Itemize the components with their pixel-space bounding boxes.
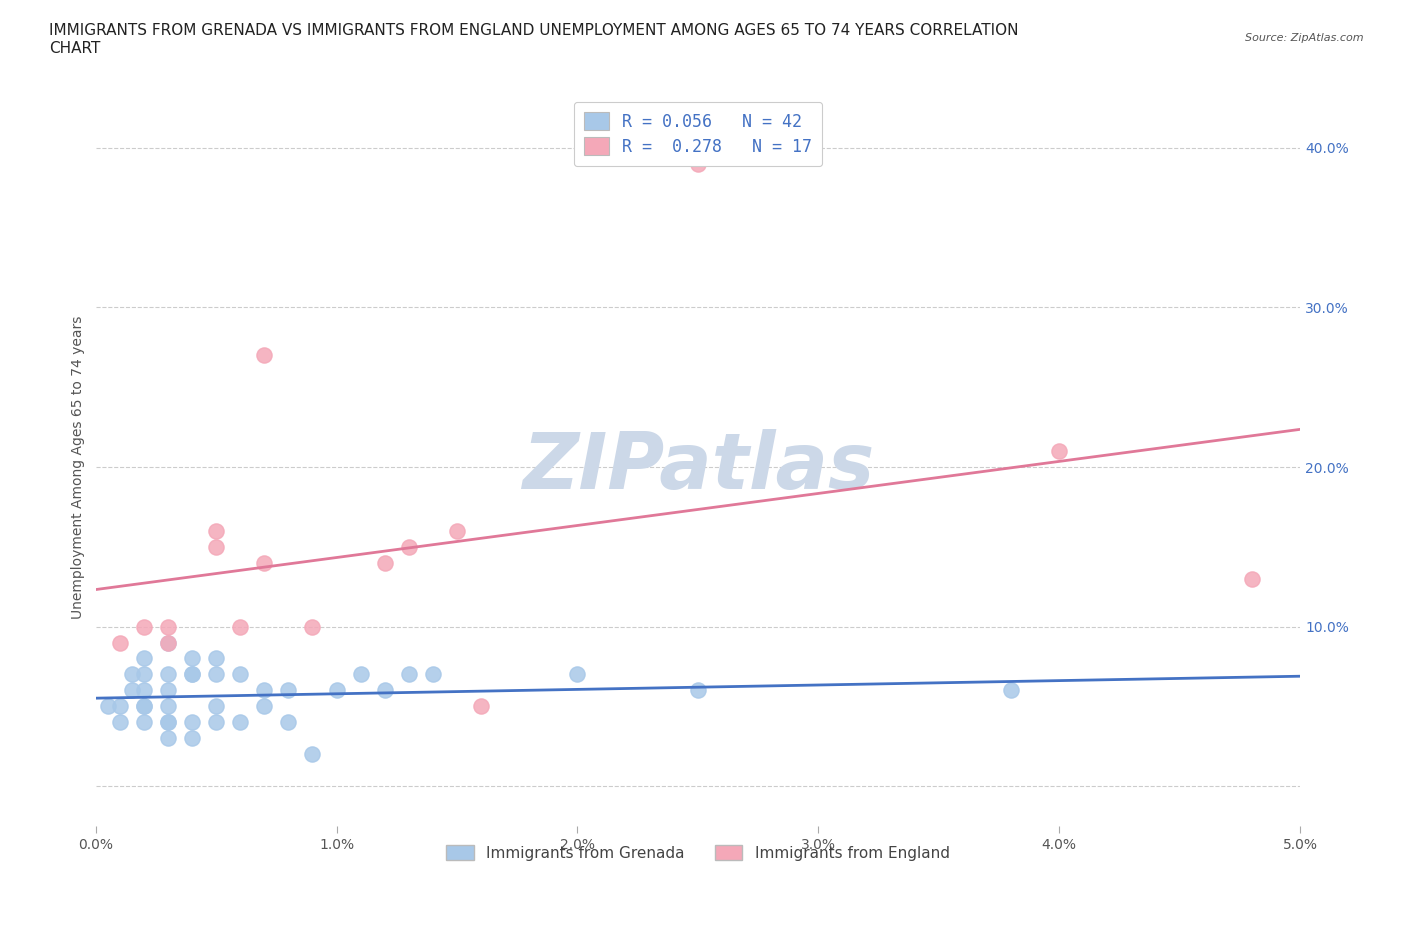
Point: [132, 715, 155, 730]
Point: [156, 731, 179, 746]
Point: [205, 699, 228, 714]
Point: [181, 715, 204, 730]
Point: [277, 683, 299, 698]
Point: [156, 635, 179, 650]
Text: IMMIGRANTS FROM GRENADA VS IMMIGRANTS FROM ENGLAND UNEMPLOYMENT AMONG AGES 65 TO: IMMIGRANTS FROM GRENADA VS IMMIGRANTS FR…: [49, 23, 1019, 56]
Point: [108, 699, 131, 714]
Point: [229, 715, 252, 730]
Point: [398, 539, 420, 554]
Point: [132, 651, 155, 666]
Point: [132, 683, 155, 698]
Point: [253, 683, 276, 698]
Point: [686, 683, 709, 698]
Point: [1000, 683, 1022, 698]
Point: [277, 715, 299, 730]
Point: [132, 699, 155, 714]
Point: [301, 619, 323, 634]
Point: [253, 348, 276, 363]
Point: [398, 667, 420, 682]
Point: [229, 619, 252, 634]
Point: [156, 715, 179, 730]
Point: [108, 635, 131, 650]
Point: [181, 667, 204, 682]
Point: [470, 699, 492, 714]
Point: [132, 619, 155, 634]
Point: [446, 524, 468, 538]
Point: [374, 555, 396, 570]
Point: [567, 667, 589, 682]
Point: [1240, 571, 1263, 586]
Point: [97, 699, 120, 714]
Y-axis label: Unemployment Among Ages 65 to 74 years: Unemployment Among Ages 65 to 74 years: [72, 315, 86, 618]
Point: [205, 667, 228, 682]
Point: [229, 667, 252, 682]
Point: [181, 667, 204, 682]
Point: [181, 731, 204, 746]
Point: [121, 667, 143, 682]
Point: [301, 747, 323, 762]
Point: [349, 667, 371, 682]
Legend: Immigrants from Grenada, Immigrants from England: Immigrants from Grenada, Immigrants from…: [439, 838, 957, 869]
Point: [374, 683, 396, 698]
Point: [121, 683, 143, 698]
Point: [253, 699, 276, 714]
Point: [108, 715, 131, 730]
Point: [156, 619, 179, 634]
Point: [205, 715, 228, 730]
Point: [422, 667, 444, 682]
Text: ZIPatlas: ZIPatlas: [522, 429, 875, 505]
Text: Source: ZipAtlas.com: Source: ZipAtlas.com: [1246, 33, 1364, 43]
Point: [253, 555, 276, 570]
Point: [156, 683, 179, 698]
Point: [156, 699, 179, 714]
Point: [132, 699, 155, 714]
Point: [686, 156, 709, 171]
Point: [205, 524, 228, 538]
Point: [205, 651, 228, 666]
Point: [132, 667, 155, 682]
Point: [205, 539, 228, 554]
Point: [156, 667, 179, 682]
Point: [1047, 444, 1070, 458]
Point: [156, 715, 179, 730]
Point: [325, 683, 347, 698]
Point: [156, 635, 179, 650]
Point: [181, 651, 204, 666]
